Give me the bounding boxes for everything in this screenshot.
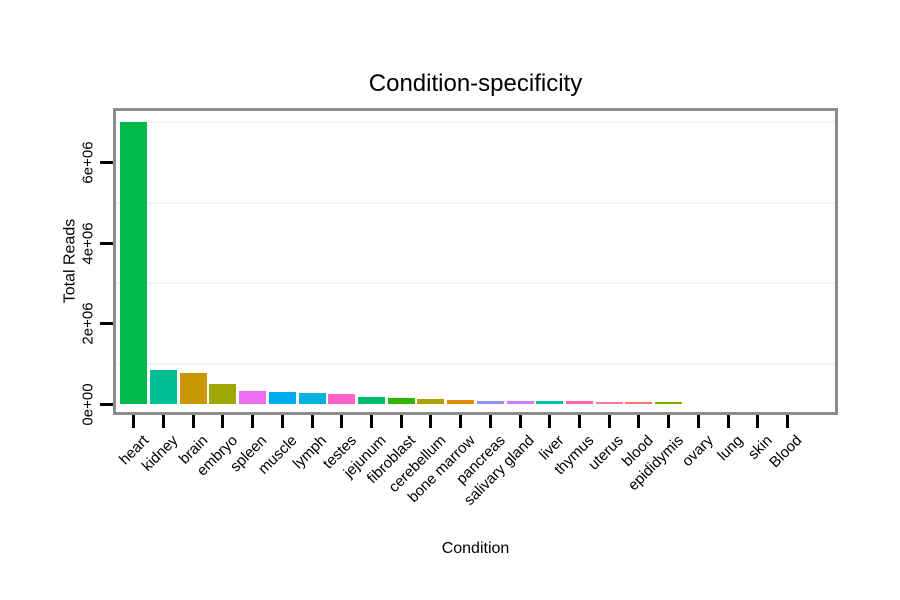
x-axis-tick <box>726 415 730 428</box>
plot-panel <box>113 108 838 415</box>
x-axis-tick <box>399 415 403 428</box>
minor-gridline <box>116 362 835 365</box>
x-axis-tick <box>340 415 344 428</box>
x-axis-tick <box>696 415 700 428</box>
x-axis-tick <box>310 415 314 428</box>
bar-pancreas <box>477 401 504 404</box>
bar-liver <box>536 401 563 404</box>
x-axis-tick <box>280 415 284 428</box>
minor-gridline <box>116 201 835 204</box>
x-axis-tick <box>667 415 671 428</box>
y-tick-label-text: 2e+06 <box>79 302 97 345</box>
y-tick-label-text: 4e+06 <box>79 221 97 265</box>
bar-uterus <box>596 402 623 404</box>
x-axis-tick <box>132 415 136 428</box>
bar-spleen <box>239 391 266 404</box>
x-axis-tick <box>577 415 581 428</box>
bar-lymph <box>299 393 326 404</box>
y-axis-title-text: Total Reads <box>61 218 78 304</box>
bar-brain <box>180 373 207 404</box>
bar-embryo <box>209 384 236 404</box>
bar-fibroblast <box>388 398 415 404</box>
y-axis-tick <box>100 402 113 406</box>
x-axis-tick <box>251 415 255 428</box>
bar-jejunum <box>358 397 385 404</box>
bar-testes <box>328 394 355 404</box>
x-tick-label-text: ovary <box>678 432 717 470</box>
x-axis-tick <box>191 415 195 428</box>
y-tick-label-text: 6e+06 <box>79 141 97 184</box>
x-tick-label-text: lung <box>713 432 747 465</box>
bar-bone-marrow <box>447 400 474 404</box>
y-axis-tick <box>100 322 113 325</box>
bar-heart <box>120 122 147 404</box>
bar-cerebellum <box>417 399 444 404</box>
x-axis-tick <box>162 415 166 428</box>
minor-gridline <box>116 121 835 124</box>
x-axis-tick <box>785 415 789 428</box>
bar-blood <box>625 402 652 404</box>
x-axis-tick <box>221 415 225 428</box>
y-axis-tick <box>100 241 113 245</box>
bar-muscle <box>269 392 296 404</box>
x-axis-tick <box>607 415 611 428</box>
x-axis-tick <box>637 415 641 428</box>
x-axis-tick <box>429 415 433 428</box>
x-axis-tick <box>518 415 522 428</box>
bar-salivary-gland <box>507 401 534 404</box>
x-tick-label-text: Blood <box>766 432 806 472</box>
bar-thymus <box>566 401 593 404</box>
x-axis-tick <box>548 415 552 428</box>
bar-kidney <box>150 370 177 404</box>
chart-title: Condition-specificity <box>368 70 583 97</box>
x-axis-tick <box>459 415 463 428</box>
x-axis-tick <box>488 415 492 428</box>
y-axis-tick <box>100 161 113 164</box>
minor-gridline <box>116 282 835 285</box>
bar-epididymis <box>655 402 682 404</box>
x-axis-title: Condition <box>441 540 510 557</box>
x-axis-tick <box>756 415 760 428</box>
x-tick-label-text: lymph <box>289 432 331 473</box>
x-axis-tick <box>370 415 373 428</box>
y-tick-label-text: 0e+00 <box>79 382 97 426</box>
